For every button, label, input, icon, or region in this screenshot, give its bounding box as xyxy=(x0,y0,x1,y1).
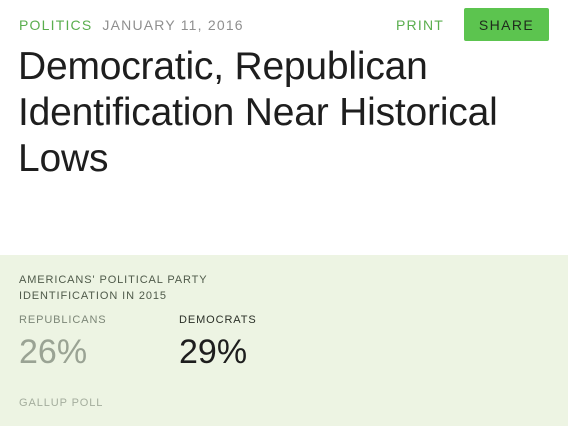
publish-date: JANUARY 11, 2016 xyxy=(102,16,244,33)
party-identification-card: AMERICANS' POLITICAL PARTY IDENTIFICATIO… xyxy=(0,255,568,426)
republicans-value: 26% xyxy=(19,333,88,371)
democrats-value: 29% xyxy=(179,333,248,371)
headline-line: Democratic, Republican xyxy=(18,45,428,88)
headline-line: Lows xyxy=(18,137,109,180)
card-title-line: AMERICANS' POLITICAL PARTY xyxy=(19,274,208,286)
democrats-label: DEMOCRATS xyxy=(179,314,257,326)
democrats-stat: DEMOCRATS 29% xyxy=(179,313,257,371)
card-title-line: IDENTIFICATION IN 2015 xyxy=(19,290,167,302)
print-link[interactable]: PRINT xyxy=(396,16,444,33)
republicans-stat: REPUBLICANS 26% xyxy=(19,313,107,371)
category-link[interactable]: POLITICS xyxy=(19,16,93,33)
share-button[interactable]: SHARE xyxy=(464,8,549,41)
republicans-label: REPUBLICANS xyxy=(19,314,107,326)
card-title: AMERICANS' POLITICAL PARTY IDENTIFICATIO… xyxy=(19,272,279,304)
article-actions: PRINT SHARE xyxy=(396,8,549,41)
source-credit: GALLUP POLL xyxy=(19,397,104,409)
article-topbar: POLITICS JANUARY 11, 2016 PRINT SHARE xyxy=(19,8,549,41)
article-meta: POLITICS JANUARY 11, 2016 xyxy=(19,17,244,33)
article-headline: Democratic, Republican Identification Ne… xyxy=(18,44,538,182)
headline-line: Identification Near Historical xyxy=(18,91,498,134)
